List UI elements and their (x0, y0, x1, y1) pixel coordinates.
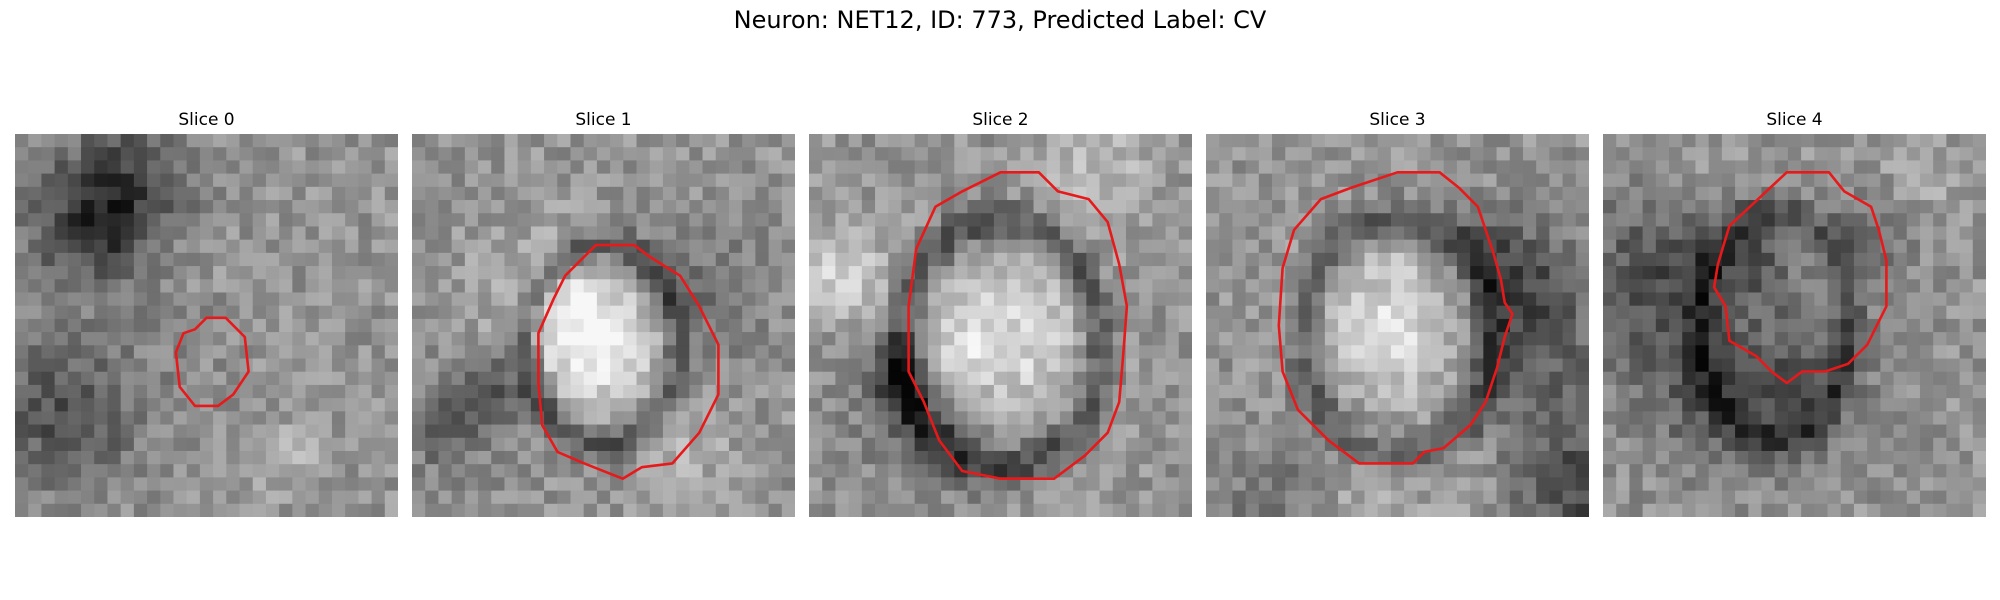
panel-slice-4: Slice 4 (1603, 108, 1986, 517)
figure-title: Neuron: NET12, ID: 773, Predicted Label:… (733, 6, 1267, 34)
pixel-grid (412, 134, 795, 517)
panel-slice-2: Slice 2 (809, 108, 1192, 517)
panel-title: Slice 0 (178, 110, 235, 130)
panel-title: Slice 4 (1766, 110, 1823, 130)
pixel-grid (1603, 134, 1986, 517)
roi-contour (537, 243, 720, 481)
panel-slice-0: Slice 0 (15, 108, 398, 517)
roi-contour (174, 316, 250, 408)
slice-image (809, 134, 1192, 517)
slice-image (1603, 134, 1986, 517)
roi-contour (1277, 170, 1514, 465)
slice-image (15, 134, 398, 517)
pixel-grid (1206, 134, 1589, 517)
pixel-grid (15, 134, 398, 517)
roi-contour (1712, 170, 1888, 385)
panel-title: Slice 1 (575, 110, 632, 130)
slice-image (1206, 134, 1589, 517)
roi-contour (907, 170, 1129, 481)
panel-slice-3: Slice 3 (1206, 108, 1589, 517)
panel-title: Slice 2 (972, 110, 1029, 130)
slice-image (412, 134, 795, 517)
panel-slice-1: Slice 1 (412, 108, 795, 517)
pixel-grid (809, 134, 1192, 517)
panel-title: Slice 3 (1369, 110, 1426, 130)
